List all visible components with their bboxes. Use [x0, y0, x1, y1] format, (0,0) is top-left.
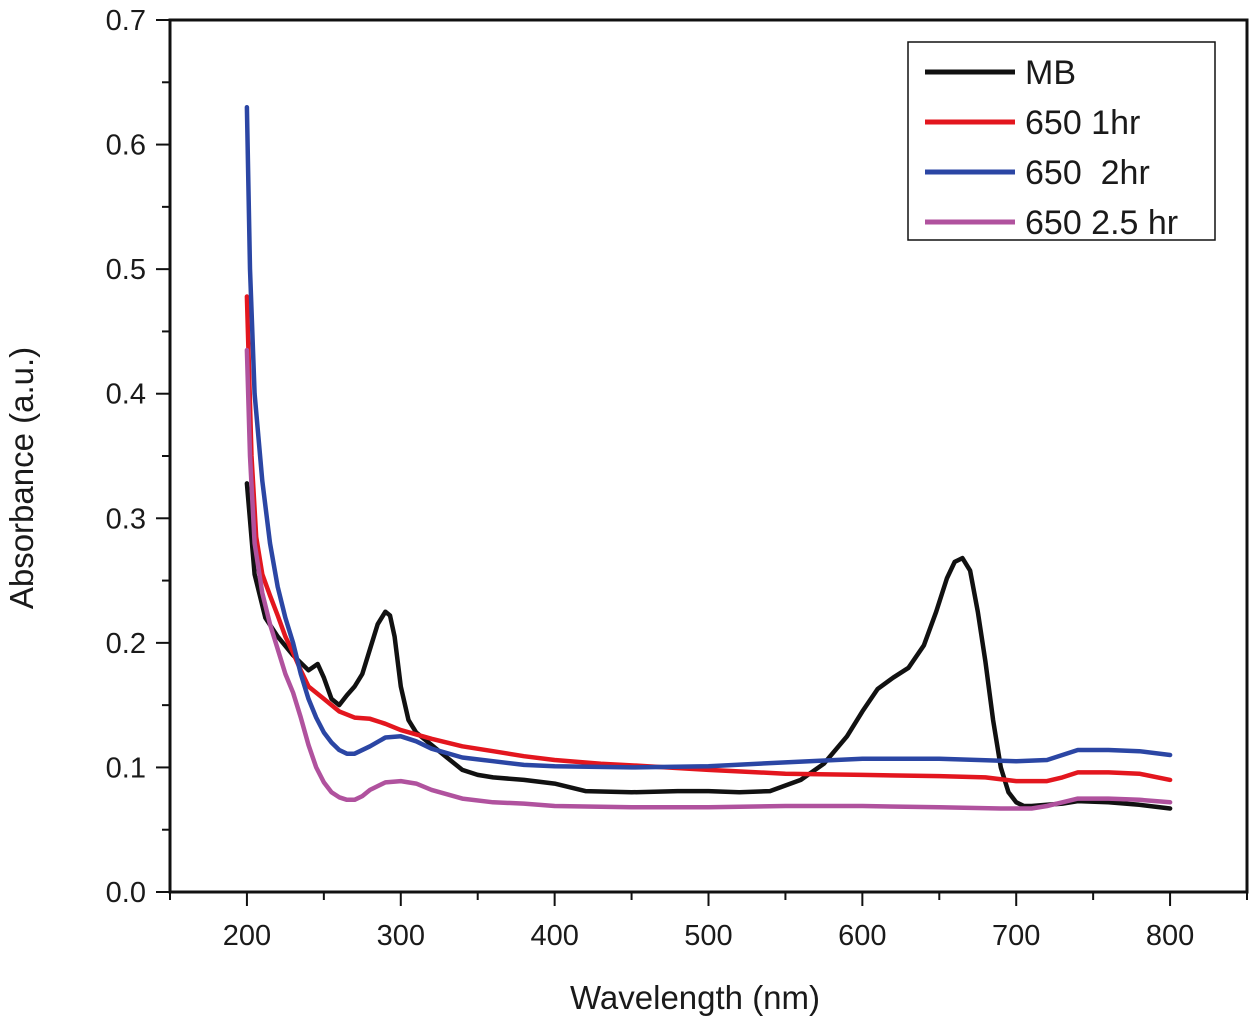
- x-tick-label: 200: [223, 920, 271, 952]
- series-line-1: [244, 294, 1173, 784]
- y-tick-label: 0.1: [106, 752, 146, 784]
- y-tick-label: 0.0: [106, 877, 146, 909]
- legend-box: [907, 41, 1216, 241]
- y-axis-title: Absorbance (a.u.): [3, 347, 40, 609]
- y-tick-label: 0.6: [106, 130, 146, 162]
- plot-lines: [244, 104, 1173, 811]
- x-tick-label: 500: [684, 920, 732, 952]
- x-tick-label: 800: [1146, 920, 1194, 952]
- y-tick-label: 0.7: [106, 5, 146, 37]
- legend-items: MB 650 1hr 650 2hr 650 2.5 hr: [925, 54, 1178, 242]
- legend-label-0: MB: [1025, 54, 1076, 92]
- series-line-2: [244, 104, 1173, 770]
- x-tick-label: 700: [992, 920, 1040, 952]
- x-axis-title: Wavelength (nm): [570, 979, 820, 1016]
- x-tick-label: 600: [838, 920, 886, 952]
- x-tick-label: 300: [377, 920, 425, 952]
- legend: MB 650 1hr 650 2hr 650 2.5 hr: [907, 41, 1216, 242]
- y-tick-label: 0.2: [106, 628, 146, 660]
- y-axis-ticks: 0.0 0.1 0.2 0.3 0.4 0.5 0.6 0.7: [106, 5, 170, 909]
- legend-label-2: 650 2hr: [1025, 154, 1150, 192]
- y-tick-label: 0.5: [106, 254, 146, 286]
- x-axis-ticks: 200 300 400 500 600 700 800: [169, 892, 1248, 952]
- legend-label-1: 650 1hr: [1025, 104, 1140, 142]
- y-tick-label: 0.3: [106, 503, 146, 535]
- series-line-3: [244, 347, 1173, 811]
- x-tick-label: 400: [530, 920, 578, 952]
- series-line-0: [244, 481, 1173, 811]
- legend-label-3: 650 2.5 hr: [1025, 204, 1178, 242]
- y-tick-label: 0.4: [106, 379, 146, 411]
